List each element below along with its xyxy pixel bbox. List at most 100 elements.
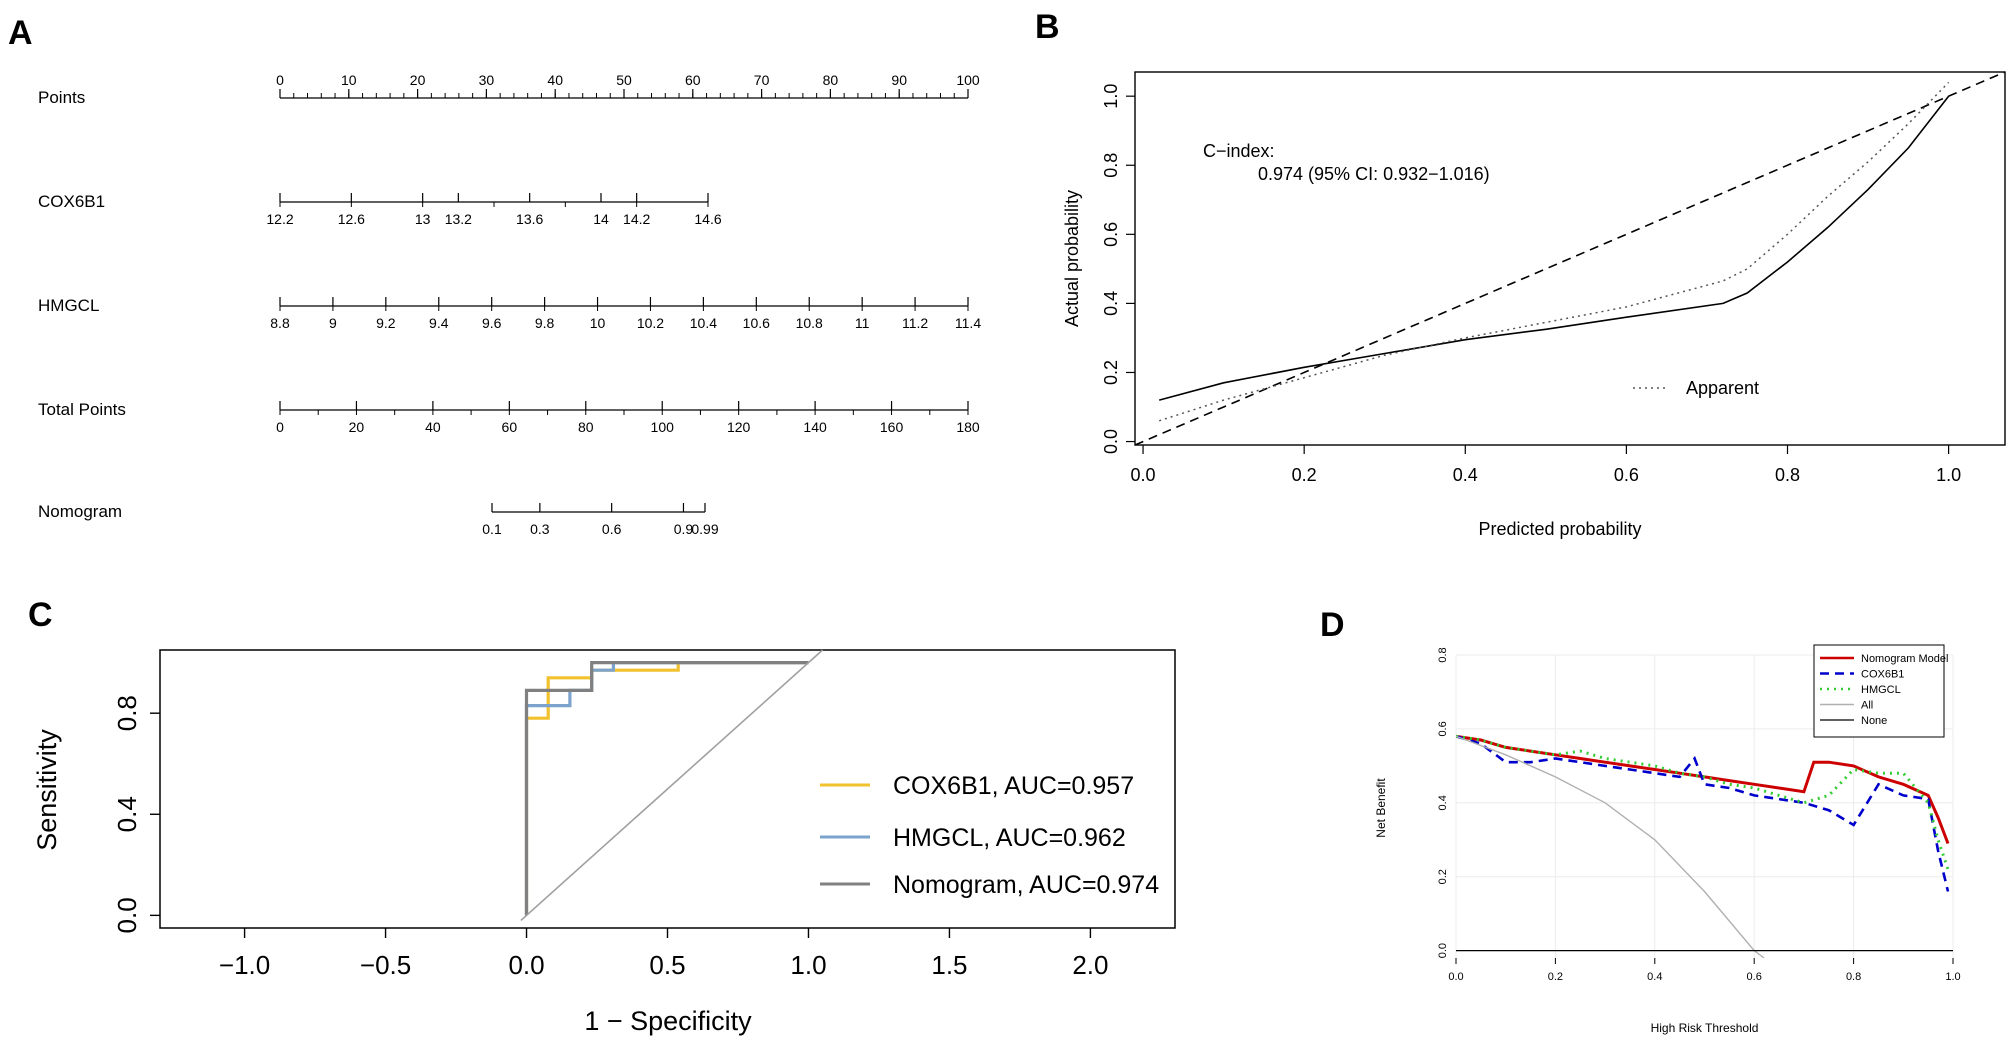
y-axis-label: Sensitivity — [32, 729, 62, 851]
legend-box — [1813, 644, 1945, 738]
legend-label: HMGCL — [1861, 684, 1901, 696]
tick-label: 140 — [803, 419, 827, 435]
nomogram-scale: Total Points 0 20 40 60 80 100 120 140 160 180 — [38, 400, 980, 435]
tick-label: 50 — [616, 72, 632, 88]
tick-label: 20 — [349, 419, 365, 435]
legend-label: COX6B1 — [1861, 669, 1904, 681]
scale-name: Nomogram — [38, 502, 122, 521]
tick-label: 100 — [956, 72, 980, 88]
scale-name: COX6B1 — [38, 192, 105, 211]
y-axis-label: Actual probability — [1062, 190, 1082, 327]
x-tick-label: 0.0 — [1448, 971, 1463, 983]
tick-label: 12.2 — [266, 211, 293, 227]
tick-label: 9.2 — [376, 315, 396, 331]
panel-label-d: D — [1320, 606, 1345, 644]
tick-label: 11.4 — [955, 315, 981, 331]
dca-curve — [1456, 735, 1950, 892]
c-index-title: C−index: — [1203, 141, 1275, 161]
x-tick-label: 2.0 — [1072, 950, 1108, 980]
x-axis-label: High Risk Threshold — [1651, 1021, 1759, 1035]
y-axis-label: Net Benefit — [1374, 778, 1388, 838]
tick-label: 12.6 — [338, 211, 365, 227]
tick-label: 0.3 — [530, 521, 550, 537]
tick-label: 0.9 — [674, 521, 694, 537]
plot-frame — [1134, 71, 2006, 446]
tick-label: 13.2 — [445, 211, 472, 227]
scale-name: Points — [38, 88, 85, 107]
tick-label: 0 — [276, 72, 284, 88]
y-tick-label: 0.0 — [1437, 943, 1449, 958]
tick-label: 9.8 — [535, 315, 555, 331]
x-tick-label: 1.5 — [931, 950, 967, 980]
tick-label: 14.6 — [694, 211, 721, 227]
calibration-dotted-line — [1158, 81, 1950, 422]
y-tick-label: 0.8 — [112, 695, 142, 731]
tick-label: 180 — [956, 419, 980, 435]
tick-label: 13 — [415, 211, 431, 227]
legend-label-apparent: Apparent — [1686, 378, 1759, 398]
panel-label-c: C — [28, 596, 53, 634]
dca-curves — [1456, 734, 1953, 958]
y-tick-label: 0.8 — [1101, 153, 1121, 178]
tick-label: 70 — [754, 72, 770, 88]
x-tick-label: 0.2 — [1292, 465, 1317, 485]
tick-label: 60 — [502, 419, 518, 435]
calibration-solid-line — [1158, 95, 1950, 401]
calibration-dashed-line — [1134, 71, 2006, 446]
nomogram-scale: HMGCL 8.8 9 9.2 9.4 9.6 9.8 10 10.2 10.4 10.6 10.8 1… — [38, 296, 981, 331]
x-tick-label: 0.0 — [1131, 465, 1156, 485]
calibration-panel: 0.0 0.2 0.4 0.6 0.8 1.0 0.0 0.2 0.4 0.6 0.8 1.0 Pred… — [1062, 71, 2006, 539]
dca-panel: 0.0 0.2 0.4 0.6 0.8 1.0 0.0 0.2 0.4 0.6 0.8 High Ri… — [1374, 644, 1961, 1035]
x-tick-label: 0.8 — [1846, 971, 1861, 983]
tick-label: 10.4 — [690, 315, 717, 331]
y-tick-label: 0.0 — [112, 897, 142, 933]
tick-label: 11 — [855, 315, 870, 331]
y-tick-label: 0.4 — [112, 796, 142, 832]
legend-label: None — [1861, 715, 1887, 727]
tick-label: 60 — [685, 72, 701, 88]
tick-label: 0.6 — [602, 521, 622, 537]
x-tick-label: 1.0 — [1945, 971, 1960, 983]
x-tick-label: 1.0 — [1936, 465, 1961, 485]
tick-label: 10.6 — [743, 315, 770, 331]
tick-label: 0.99 — [691, 521, 718, 537]
x-tick-label: 0.6 — [1614, 465, 1639, 485]
tick-label: 11.2 — [902, 315, 928, 331]
tick-label: 13.6 — [516, 211, 543, 227]
y-tick-label: 0.6 — [1101, 222, 1121, 247]
x-tick-label: 0.0 — [508, 950, 544, 980]
tick-label: 90 — [891, 72, 907, 88]
panel-label-b: B — [1035, 8, 1060, 46]
tick-label: 0 — [276, 419, 284, 435]
dca-curve — [1456, 735, 1765, 958]
panel-label-a: A — [8, 14, 33, 52]
x-tick-label: −1.0 — [219, 950, 270, 980]
dca-curve — [1456, 734, 1950, 870]
legend-label: Nomogram, AUC=0.974 — [893, 871, 1159, 899]
roc-panel: −1.0 −0.5 0.0 0.5 1.0 1.5 2.0 0.0 0.4 0.8 1 − Spec… — [32, 649, 1176, 1036]
y-tick-label: 0.2 — [1101, 360, 1121, 385]
nomogram-scale: Points 0 10 20 30 40 50 60 70 80 90 100 — [38, 72, 980, 107]
tick-label: 160 — [880, 419, 904, 435]
legend-label: Nomogram Model — [1861, 653, 1948, 665]
c-index-value: 0.974 (95% CI: 0.932−1.016) — [1258, 164, 1490, 184]
nomogram-scale: Nomogram 0.1 0.3 0.6 0.90.99 — [38, 502, 719, 537]
x-axis-label: 1 − Specificity — [584, 1006, 752, 1036]
legend-label: All — [1861, 700, 1873, 712]
y-tick-label: 0.4 — [1101, 291, 1121, 316]
x-axis-label: Predicted probability — [1478, 519, 1641, 539]
x-tick-label: 0.2 — [1548, 971, 1563, 983]
x-tick-label: 0.4 — [1453, 465, 1478, 485]
y-tick-label: 0.8 — [1437, 647, 1449, 662]
x-tick-label: 0.8 — [1775, 465, 1800, 485]
tick-label: 9.6 — [482, 315, 502, 331]
tick-label: 10.8 — [796, 315, 823, 331]
y-tick-label: 0.2 — [1437, 869, 1449, 884]
tick-label: 9.4 — [429, 315, 449, 331]
tick-label: 80 — [578, 419, 594, 435]
tick-label: 0.1 — [482, 521, 502, 537]
tick-label: 14 — [593, 211, 609, 227]
tick-label: 8.8 — [270, 315, 290, 331]
tick-label: 10 — [341, 72, 357, 88]
